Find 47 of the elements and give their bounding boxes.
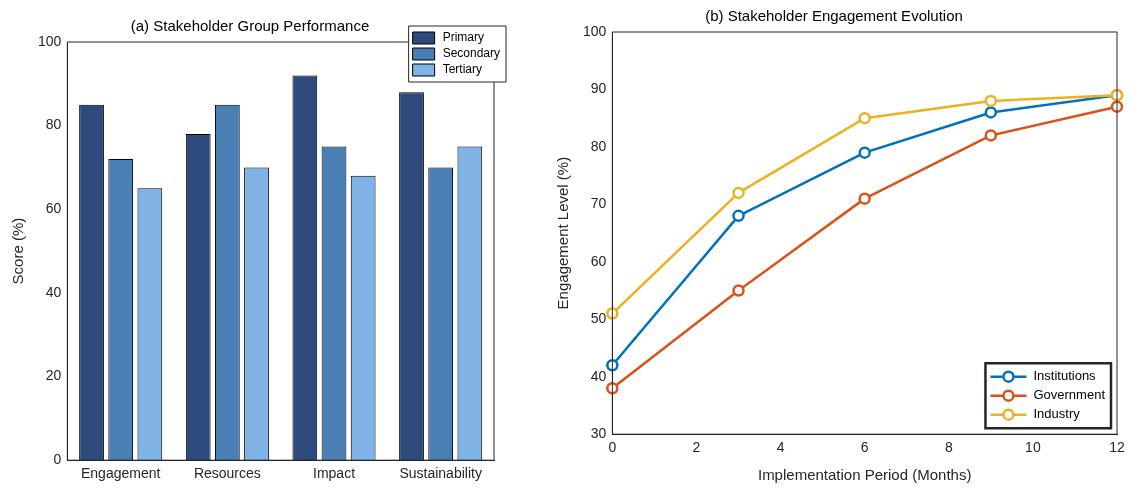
point — [984, 129, 998, 142]
y-tick-label: 70 — [590, 195, 607, 212]
y-tick-label: 60 — [45, 200, 62, 217]
point — [606, 359, 619, 372]
y-tick-label: 40 — [590, 367, 607, 384]
point — [732, 209, 745, 223]
legend-label: Tertiary — [442, 62, 482, 77]
y-tick-label: 50 — [590, 310, 607, 327]
x-tick-label: Resources — [193, 465, 261, 482]
x-tick-label: Impact — [313, 465, 356, 482]
legend-label: Secondary — [442, 46, 501, 61]
y-tick-label: 100 — [583, 22, 607, 39]
legend-label: Primary — [442, 30, 484, 45]
x-tick-label: 6 — [860, 439, 869, 456]
point — [606, 307, 619, 320]
x-tick-label: 10 — [1025, 439, 1041, 456]
y-tick-label: 100 — [38, 32, 62, 49]
y-tick-label: 90 — [590, 80, 607, 97]
point — [858, 192, 871, 205]
y-tick-label: 80 — [590, 137, 607, 154]
point — [858, 111, 871, 125]
legend-label: Government — [1033, 387, 1106, 403]
y-tick-label: 60 — [590, 252, 607, 269]
point — [858, 146, 871, 159]
y-tick-label: 30 — [590, 425, 607, 442]
y-tick-label: 80 — [45, 116, 62, 133]
x-tick-label: 2 — [692, 439, 701, 456]
point — [606, 381, 619, 395]
y-tick-label: 40 — [45, 283, 62, 300]
x-tick-label: Engagement — [80, 465, 161, 482]
x-tick-label: 4 — [776, 439, 785, 456]
y-axis-title: Engagement Level (%) — [554, 156, 572, 310]
x-tick-label: 12 — [1109, 439, 1125, 456]
y-axis-title: Score (%) — [9, 217, 27, 285]
x-tick-label: 8 — [944, 439, 953, 456]
point — [984, 106, 998, 119]
chart-title: (a) Stakeholder Group Performance — [130, 17, 370, 35]
point — [732, 284, 745, 297]
x-tick-label: Sustainability — [399, 465, 482, 482]
legend-label: Industry — [1033, 406, 1081, 422]
point — [984, 94, 998, 108]
y-tick-label: 0 — [53, 451, 62, 468]
chart-title: (b) Stakeholder Engagement Evolution — [705, 7, 963, 25]
legend-label: Institutions — [1033, 368, 1097, 384]
point — [732, 186, 745, 200]
y-tick-label: 20 — [45, 367, 62, 384]
x-axis-title: Implementation Period (Months) — [757, 466, 972, 484]
